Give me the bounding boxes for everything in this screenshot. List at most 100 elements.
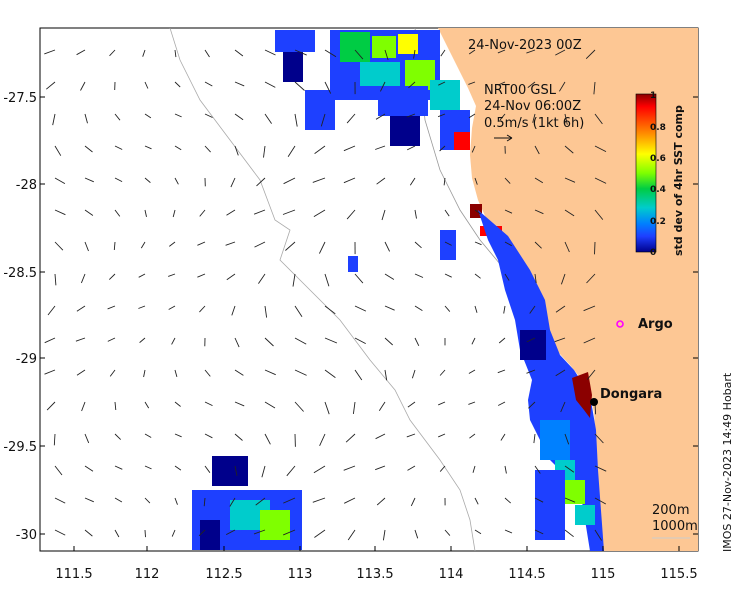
current-vector	[474, 529, 482, 535]
current-vector	[138, 273, 146, 278]
current-vector	[285, 241, 296, 251]
current-vector	[144, 401, 150, 409]
current-vector	[439, 145, 446, 152]
current-vector	[140, 241, 146, 249]
current-vector	[312, 177, 326, 183]
x-tick-label: 112	[135, 567, 160, 582]
current-vector	[171, 337, 176, 345]
current-vector	[84, 177, 94, 183]
current-vector	[174, 497, 178, 505]
current-vector	[114, 401, 117, 411]
current-vector	[594, 497, 607, 505]
current-vector	[204, 369, 211, 377]
current-vector	[352, 401, 356, 414]
current-vector	[414, 337, 420, 346]
x-tick-label: 114.5	[508, 567, 545, 582]
y-tick-label: -29	[16, 352, 37, 367]
current-vector	[318, 241, 326, 254]
current-vector	[384, 49, 389, 61]
current-vector	[226, 209, 236, 216]
current-vector	[346, 209, 356, 220]
current-vector	[144, 145, 152, 150]
current-vector	[586, 369, 596, 380]
current-vector	[108, 273, 116, 280]
current-vector	[234, 49, 244, 57]
current-vector	[526, 369, 536, 374]
current-vector	[114, 209, 121, 217]
current-vector	[534, 145, 540, 155]
x-tick-label: 113	[288, 567, 313, 582]
current-vector	[406, 113, 416, 118]
current-vector	[84, 241, 89, 252]
current-vector	[468, 49, 476, 55]
svg-text:0: 0	[650, 248, 656, 258]
current-vector	[345, 433, 356, 443]
current-vector	[407, 401, 416, 408]
current-vector	[114, 497, 123, 503]
current-vector	[594, 209, 604, 220]
current-vector	[286, 465, 296, 477]
current-vector	[294, 81, 305, 91]
current-vector	[504, 497, 512, 504]
current-vector	[114, 177, 123, 183]
x-axis: 111.5 112 112.5 113 113.5 114 114.5 115 115.5	[55, 546, 698, 582]
current-vector	[258, 273, 266, 284]
current-vector	[174, 145, 182, 151]
current-vector	[44, 49, 56, 55]
current-vector	[107, 337, 116, 342]
current-vector	[294, 305, 303, 317]
x-tick-label: 112.5	[205, 567, 242, 582]
current-vector	[593, 81, 596, 95]
current-vector	[414, 209, 417, 219]
y-tick-label: -29.5	[3, 440, 37, 455]
current-vector	[444, 273, 452, 278]
current-vector	[80, 81, 86, 91]
current-vector	[564, 433, 570, 445]
current-vector	[413, 49, 416, 59]
current-vector	[414, 241, 422, 249]
current-vector	[564, 145, 574, 154]
current-vector	[229, 497, 236, 507]
current-vector	[343, 465, 356, 471]
svg-text:1: 1	[650, 91, 656, 101]
current-vector	[443, 177, 446, 186]
current-vector	[54, 209, 66, 216]
bathymetry-1000m-contour	[169, 28, 476, 551]
current-vector	[471, 145, 476, 153]
current-vector	[264, 337, 274, 347]
current-vector	[499, 113, 506, 121]
current-vector	[414, 529, 419, 539]
current-vector	[504, 273, 510, 281]
current-vector	[231, 305, 236, 316]
current-vector	[54, 497, 66, 504]
current-vector	[504, 177, 511, 184]
bathy-legend-1000m: 1000m	[652, 519, 698, 534]
current-vector	[437, 113, 446, 118]
current-vector	[199, 209, 206, 217]
current-vector	[282, 209, 296, 215]
x-tick-label: 114	[439, 567, 464, 582]
current-vector	[444, 241, 452, 246]
current-vector	[438, 433, 446, 438]
dongara-marker	[590, 398, 598, 406]
current-vector	[555, 369, 566, 377]
current-vector	[46, 81, 56, 90]
current-vector	[564, 177, 576, 183]
colorbar-labels: 1 0.8 0.6 0.4 0.2 0	[650, 91, 666, 258]
current-vector	[283, 529, 296, 536]
current-vector	[564, 497, 576, 503]
current-vector	[204, 81, 213, 87]
current-vector	[292, 273, 296, 287]
current-vector	[264, 113, 272, 124]
current-vector	[324, 305, 336, 315]
current-vector	[534, 209, 544, 215]
current-vector	[472, 465, 476, 473]
current-vector	[204, 113, 213, 118]
current-vector	[114, 145, 123, 150]
current-vector	[534, 529, 544, 535]
current-vector	[497, 401, 506, 406]
current-vector	[172, 209, 176, 218]
map-timestamp: 24-Nov-2023 00Z	[468, 38, 582, 53]
current-vector	[84, 497, 94, 503]
current-vector	[169, 241, 176, 247]
